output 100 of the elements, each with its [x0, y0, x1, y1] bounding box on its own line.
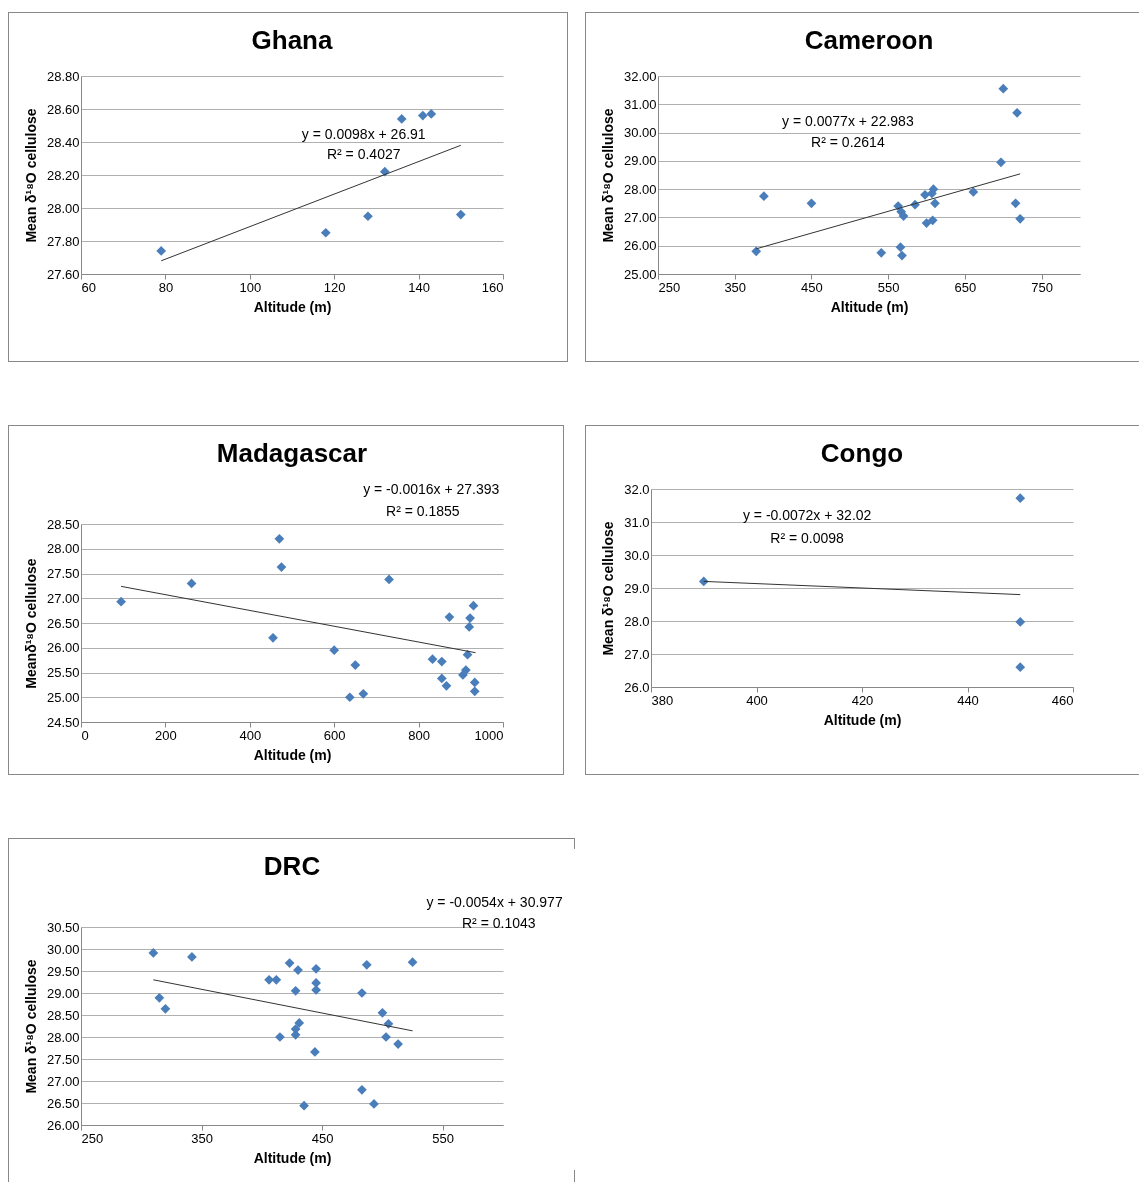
- y-tick-label: 27.60: [46, 266, 80, 282]
- x-tick-label: 140: [408, 279, 430, 295]
- y-tick-label: 24.50: [46, 714, 80, 730]
- x-axis-title: Altitude (m): [253, 1149, 332, 1166]
- y-tick-label: 28.40: [46, 134, 80, 150]
- point: [156, 246, 167, 256]
- point: [186, 578, 197, 589]
- point: [876, 247, 887, 258]
- point: [320, 227, 331, 238]
- x-tick-label: 80: [158, 279, 174, 295]
- y-tick-label: 28.60: [46, 101, 80, 117]
- y-tick-label: 29.0: [624, 580, 650, 596]
- y-tick-label: 26.0: [624, 679, 650, 695]
- annotation: R² = 0.1043: [462, 915, 536, 932]
- point: [806, 198, 817, 209]
- point: [116, 596, 126, 607]
- x-tick-label: 100: [239, 279, 262, 295]
- text: y = -0.0054x + 30.977: [426, 894, 563, 911]
- y-tick-label: 26.00: [46, 640, 80, 656]
- point: [1010, 198, 1021, 209]
- point: [460, 665, 471, 675]
- y-tick-label: 28.0: [624, 613, 650, 629]
- y-tick-label: 30.00: [623, 125, 657, 141]
- y-tick-label: 27.50: [46, 1051, 80, 1067]
- y-tick-label: 26.50: [46, 615, 80, 631]
- text: R² = 0.1855: [386, 503, 460, 520]
- point: [358, 688, 369, 699]
- annotation: y = 0.0098x + 26.91: [301, 126, 426, 143]
- y-tick-label: 25.50: [46, 665, 80, 680]
- text: y = -0.0016x + 27.393: [363, 481, 500, 498]
- y-tick-label: 26.00: [623, 238, 657, 254]
- point: [968, 187, 979, 197]
- y-tick-label: 26.50: [46, 1095, 80, 1111]
- point: [759, 191, 769, 202]
- y-tick-label: 30.0: [624, 547, 650, 563]
- y-tick-label: 27.00: [623, 209, 657, 225]
- point: [426, 109, 437, 119]
- x-axis-title: Altitude (m): [823, 711, 902, 728]
- point: [455, 209, 466, 220]
- point: [927, 215, 938, 226]
- x-tick-label: 400: [239, 727, 262, 743]
- y-tick-label: 26.00: [46, 1117, 80, 1133]
- x-tick-label: 550: [877, 279, 900, 295]
- y-tick-label: 29.00: [623, 153, 657, 169]
- y-tick-label: 32.0: [624, 481, 650, 497]
- point: [444, 612, 455, 622]
- y-tick-label: 27.00: [46, 590, 80, 606]
- y-axis-title: Mean δ¹⁸O cellulose: [22, 959, 39, 1094]
- x-axis-title: Altitude (m): [253, 298, 332, 315]
- point: [996, 157, 1006, 168]
- point: [417, 110, 428, 121]
- y-tick-label: 25.00: [623, 266, 657, 282]
- point: [464, 622, 475, 632]
- x-tick-label: 800: [408, 727, 430, 743]
- point: [1012, 107, 1022, 118]
- x-tick-label: 450: [311, 1130, 334, 1146]
- y-tick-label: 32.00: [623, 68, 657, 84]
- point: [468, 600, 479, 611]
- y-tick-label: 27.80: [46, 233, 80, 249]
- annotation: R² = 0.2614: [811, 134, 885, 151]
- annotation: R² = 0.4027: [326, 146, 401, 163]
- x-tick-label: 250: [81, 1130, 104, 1146]
- y-axis-title: Mean δ¹⁸O cellulose: [600, 521, 617, 656]
- x-tick-label: 440: [957, 692, 979, 708]
- y-tick-label: 29.50: [46, 963, 80, 979]
- x-tick-label: 550: [432, 1130, 455, 1146]
- x-tick-label: 450: [801, 279, 823, 295]
- y-tick-label: 29.00: [46, 985, 80, 1001]
- chart-title: Ghana: [251, 25, 333, 55]
- x-tick-label: 1000: [474, 727, 504, 743]
- chart-title: DRC: [263, 851, 321, 882]
- point: [268, 632, 278, 643]
- point: [396, 114, 407, 124]
- y-tick-label: 31.00: [623, 96, 657, 112]
- point: [898, 211, 909, 221]
- y-tick-label: 30.50: [46, 919, 80, 935]
- y-tick-label: 28.00: [46, 200, 80, 216]
- y-tick-label: 28.50: [46, 1007, 80, 1023]
- y-tick-label: 28.00: [46, 1029, 80, 1045]
- y-tick-label: 27.50: [46, 566, 80, 581]
- x-tick-label: 380: [651, 692, 674, 708]
- y-tick-label: 25.00: [46, 689, 80, 705]
- x-axis-title: Altitude (m): [830, 298, 909, 315]
- point: [751, 246, 762, 257]
- point: [895, 242, 906, 252]
- point: [329, 645, 340, 656]
- y-tick-label: 30.00: [46, 941, 80, 957]
- x-tick-label: 120: [323, 279, 346, 295]
- y-tick-label: 28.80: [46, 68, 80, 84]
- point: [436, 673, 447, 684]
- x-tick-label: 750: [1031, 279, 1053, 295]
- x-tick-label: 160: [481, 279, 504, 295]
- annotation: y = -0.0072x + 32.02: [742, 506, 872, 523]
- point: [1015, 213, 1026, 224]
- x-tick-label: 60: [81, 279, 96, 295]
- point: [930, 198, 940, 209]
- x-tick-label: 400: [746, 692, 768, 708]
- x-tick-label: 650: [954, 279, 977, 295]
- point: [436, 656, 447, 667]
- annotation: R² = 0.0098: [770, 529, 845, 546]
